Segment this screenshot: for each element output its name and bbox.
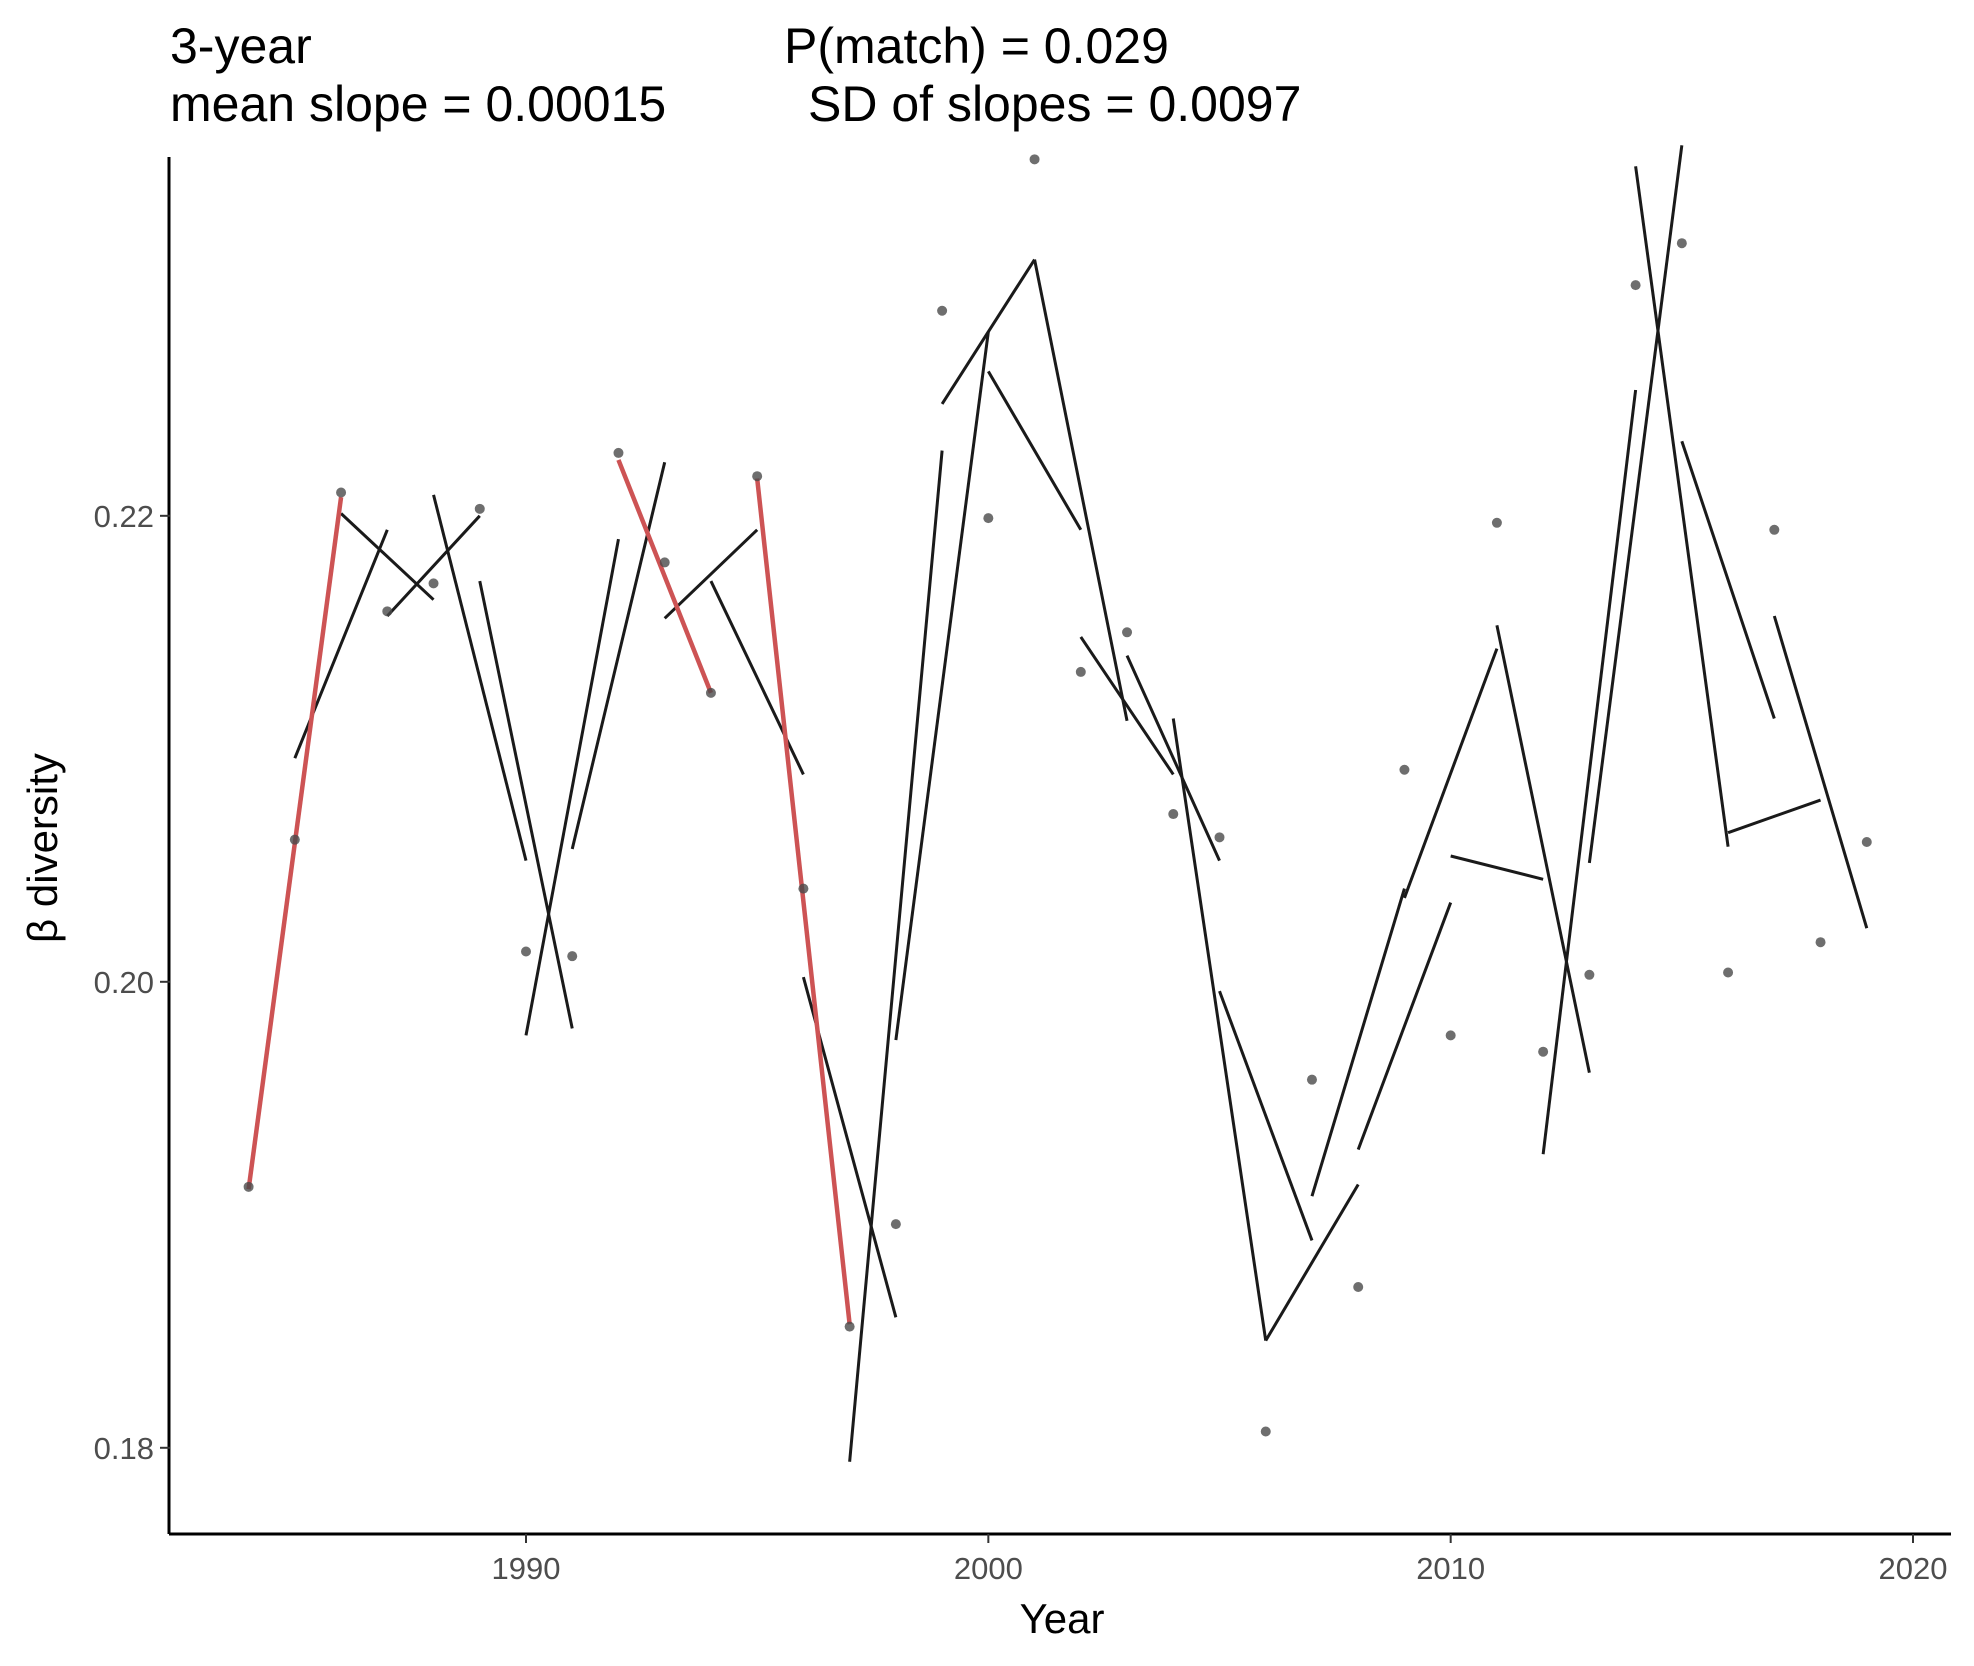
data-point <box>1861 837 1872 848</box>
slope-segment <box>1727 798 1822 835</box>
slope-segment <box>1125 654 1221 862</box>
slope-segment <box>940 258 1036 405</box>
data-point <box>705 687 716 698</box>
slope-segment <box>432 494 528 862</box>
slope-segment <box>570 461 667 850</box>
highlighted-slope-segment <box>616 459 714 694</box>
slope-segment <box>1403 648 1499 899</box>
x-tick-label: 2000 <box>954 1551 1023 1586</box>
data-point <box>1445 1030 1456 1041</box>
x-tick-label: 1990 <box>492 1551 561 1586</box>
data-point <box>1676 238 1687 249</box>
slope-segment <box>1310 888 1406 1197</box>
highlight-segments-layer <box>246 459 852 1325</box>
data-point <box>1584 969 1595 980</box>
slope-segment <box>987 370 1083 531</box>
points-layer <box>243 154 1872 1437</box>
title-mean-slope: mean slope = 0.00015 <box>170 76 667 132</box>
title-window: 3-year <box>170 18 312 74</box>
slope-segment <box>1495 625 1591 1073</box>
y-axis-title: β diversity <box>19 753 66 943</box>
x-axis-title: Year <box>1020 1595 1105 1642</box>
slope-segment <box>848 450 944 1462</box>
slope-segment <box>1541 389 1638 1155</box>
slope-segment <box>478 580 574 1029</box>
slope-segment <box>1079 636 1175 776</box>
slope-segment <box>386 514 481 618</box>
data-point <box>428 578 439 589</box>
data-point <box>243 1181 254 1192</box>
data-point <box>336 487 347 498</box>
data-point <box>382 606 393 617</box>
data-point <box>289 834 300 845</box>
data-point <box>521 946 531 957</box>
y-tick-label: 0.22 <box>94 499 154 534</box>
data-point <box>659 557 670 568</box>
slope-segment <box>1171 718 1268 1341</box>
y-tick-label: 0.18 <box>94 1431 154 1466</box>
data-point <box>798 883 809 894</box>
slope-segment <box>894 331 990 1041</box>
data-point <box>1168 809 1179 820</box>
x-tick-label: 2010 <box>1416 1551 1485 1586</box>
slope-segment <box>1356 902 1453 1151</box>
slope-segment <box>524 538 620 1036</box>
data-point <box>1630 280 1641 291</box>
data-point <box>1353 1282 1364 1293</box>
ticks-layer: 1990 2000 2010 2020 0.18 0.20 0.22 <box>94 499 1948 1586</box>
slope-segment <box>1772 615 1869 929</box>
data-point <box>1214 832 1225 843</box>
data-point <box>1306 1074 1317 1085</box>
data-point <box>1538 1046 1549 1057</box>
data-point <box>1029 154 1040 165</box>
data-point <box>567 951 578 962</box>
slope-segment <box>340 512 435 601</box>
data-point <box>1399 764 1410 775</box>
data-point <box>983 513 994 524</box>
data-point <box>474 503 485 514</box>
slope-segment <box>1264 1183 1360 1342</box>
x-tick-label: 2020 <box>1879 1551 1948 1586</box>
slope-segment <box>1450 854 1544 881</box>
slope-segment <box>1680 440 1776 719</box>
data-point <box>844 1321 855 1332</box>
data-point <box>1122 627 1133 638</box>
slope-segment <box>1587 145 1684 864</box>
slope-segment <box>709 580 805 776</box>
data-point <box>1491 517 1502 528</box>
highlighted-slope-segment <box>754 478 852 1325</box>
slope-segment <box>1634 166 1730 847</box>
data-point <box>613 447 624 458</box>
data-point <box>937 305 948 316</box>
data-point <box>1260 1426 1271 1437</box>
data-point <box>1815 937 1826 948</box>
data-point <box>890 1219 901 1230</box>
slope-segment <box>1033 259 1129 722</box>
title-p-match: P(match) = 0.029 <box>784 18 1169 74</box>
slope-segment <box>1218 990 1314 1241</box>
data-point <box>752 471 763 482</box>
data-point <box>1769 524 1780 535</box>
segments-layer <box>293 145 1869 1462</box>
y-tick-label: 0.20 <box>94 965 154 1000</box>
title-sd-slopes: SD of slopes = 0.0097 <box>808 76 1302 132</box>
slope-segment <box>663 528 759 620</box>
data-point <box>1723 967 1734 978</box>
data-point <box>1075 666 1086 677</box>
